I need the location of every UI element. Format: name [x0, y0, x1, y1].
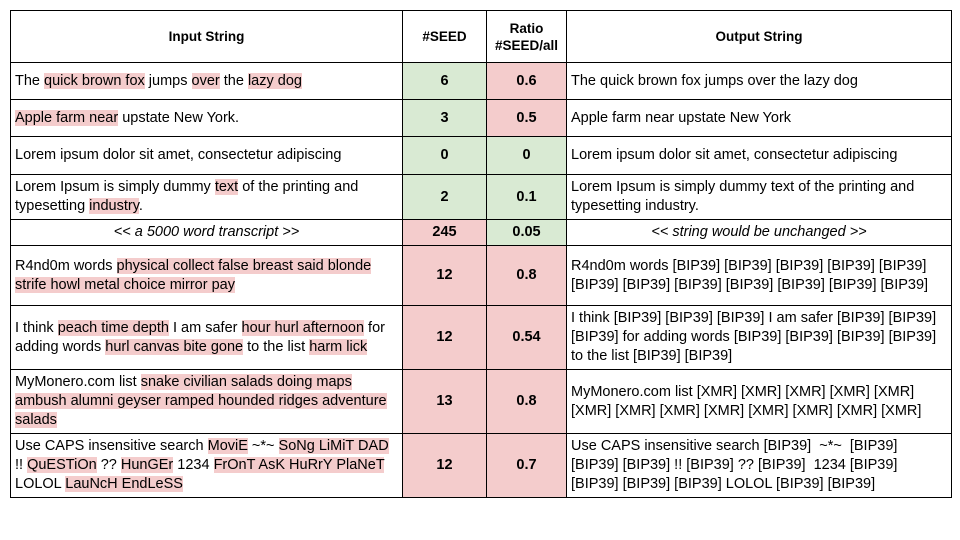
table-row: Apple farm near upstate New York. 3 0.5 App…: [10, 99, 952, 137]
seed-word-highlight: QuESTiOn: [27, 457, 97, 473]
input-string-cell: Use CAPS insensitive search MoviE ~*~ So…: [10, 433, 403, 498]
input-text-segment: << a 5000 word transcript >>: [113, 224, 300, 240]
seed-word-highlight: text: [214, 179, 239, 195]
ratio-cell: 0.7: [486, 433, 567, 498]
seed-word-highlight: industry: [89, 198, 139, 214]
header-seed: #SEED: [402, 10, 487, 63]
output-string-cell: I think [BIP39] [BIP39] [BIP39] I am saf…: [566, 305, 952, 370]
input-text-segment: I think: [15, 319, 58, 336]
table-body: The quick brown fox jumps over the lazy …: [10, 62, 952, 498]
ratio-cell: 0: [486, 136, 567, 175]
seed-word-highlight: LauNcH EndLeSS: [65, 476, 183, 492]
input-text-segment: of the printing and typesetting: [15, 179, 359, 214]
seed-word-highlight: hour hurl afternoon: [241, 319, 365, 336]
input-text-segment: .: [138, 198, 143, 214]
seed-word-highlight: harm lick: [309, 338, 368, 355]
table-row: MyMonero.com list snake civilian salads …: [10, 369, 952, 434]
seed-word-highlight: MoviE: [207, 438, 248, 454]
input-text-segment: Lorem ipsum dolor sit amet, consectetur …: [15, 147, 342, 163]
input-text-segment: !!: [15, 457, 28, 473]
seed-word-highlight: hurl canvas bite gone: [105, 338, 244, 355]
ratio-cell: 0.1: [486, 174, 567, 220]
seed-count-cell: 6: [402, 62, 487, 100]
seed-word-highlight: peach time depth: [57, 319, 169, 336]
ratio-cell: 0.05: [486, 219, 567, 246]
seed-count-cell: 2: [402, 174, 487, 220]
table-row: R4nd0m words physical collect false brea…: [10, 245, 952, 306]
output-string-cell: Apple farm near upstate New York: [566, 99, 952, 137]
input-string-cell: R4nd0m words physical collect false brea…: [10, 245, 403, 306]
table-row: Use CAPS insensitive search MoviE ~*~ So…: [10, 433, 952, 498]
header-output-string: Output String: [566, 10, 952, 63]
input-text-segment: upstate New York.: [118, 109, 240, 126]
table-row: << a 5000 word transcript >> 245 0.05 << st…: [10, 219, 952, 246]
seed-count-cell: 12: [402, 433, 487, 498]
input-text-segment: The: [15, 72, 45, 89]
input-text-segment: jumps: [144, 72, 192, 89]
output-string-cell: Lorem ipsum dolor sit amet, consectetur …: [566, 136, 952, 175]
header-ratio: Ratio #SEED/all: [486, 10, 567, 63]
input-string-cell: Apple farm near upstate New York.: [10, 99, 403, 137]
input-string-cell: The quick brown fox jumps over the lazy …: [10, 62, 403, 100]
input-text-segment: ~*~: [247, 438, 279, 454]
output-string-cell: Use CAPS insensitive search [BIP39] ~*~ …: [566, 433, 952, 498]
seed-count-cell: 12: [402, 245, 487, 306]
ratio-cell: 0.5: [486, 99, 567, 137]
input-string-cell: Lorem ipsum dolor sit amet, consectetur …: [10, 136, 403, 175]
input-text-segment: MyMonero.com list: [15, 374, 141, 390]
ratio-cell: 0.54: [486, 305, 567, 370]
output-string-cell: The quick brown fox jumps over the lazy …: [566, 62, 952, 100]
seed-word-highlight: over: [191, 72, 220, 89]
input-text-segment: LOLOL: [15, 476, 66, 492]
seed-table: Input String #SEED Ratio #SEED/all Outpu…: [10, 10, 952, 498]
output-string-cell: MyMonero.com list [XMR] [XMR] [XMR] [XMR…: [566, 369, 952, 434]
seed-word-highlight: quick brown fox: [44, 72, 145, 89]
seed-count-cell: 245: [402, 219, 487, 246]
table-row: The quick brown fox jumps over the lazy …: [10, 62, 952, 100]
input-text-segment: Use CAPS insensitive search: [15, 438, 208, 454]
table-row: Lorem ipsum dolor sit amet, consectetur …: [10, 136, 952, 175]
input-string-cell: Lorem Ipsum is simply dummy text of the …: [10, 174, 403, 220]
ratio-cell: 0.6: [486, 62, 567, 100]
ratio-cell: 0.8: [486, 369, 567, 434]
input-text-segment: Lorem Ipsum is simply dummy: [15, 179, 215, 195]
input-text-segment: ??: [96, 457, 121, 473]
seed-word-highlight: SoNg LiMiT DAD: [278, 438, 389, 454]
input-text-segment: the: [219, 72, 248, 89]
seed-count-cell: 13: [402, 369, 487, 434]
input-text-segment: to the list: [243, 338, 310, 355]
output-string-cell: Lorem Ipsum is simply dummy text of the …: [566, 174, 952, 220]
output-string-cell: R4nd0m words [BIP39] [BIP39] [BIP39] [BI…: [566, 245, 952, 306]
output-string-cell: << string would be unchanged >>: [566, 219, 952, 246]
seed-count-cell: 12: [402, 305, 487, 370]
seed-count-cell: 0: [402, 136, 487, 175]
ratio-cell: 0.8: [486, 245, 567, 306]
table-row: I think peach time depth I am safer hour…: [10, 305, 952, 370]
input-text-segment: 1234: [173, 457, 214, 473]
input-string-cell: << a 5000 word transcript >>: [10, 219, 403, 246]
seed-word-highlight: HunGEr: [120, 457, 174, 473]
input-text-segment: for adding words: [15, 319, 385, 355]
input-string-cell: I think peach time depth I am safer hour…: [10, 305, 403, 370]
seed-word-highlight: FrOnT AsK HuRrY PlaNeT: [213, 457, 385, 473]
input-text-segment: R4nd0m words: [15, 257, 117, 274]
table-row: Lorem Ipsum is simply dummy text of the …: [10, 174, 952, 220]
input-text-segment: I am safer: [168, 319, 242, 336]
header-row: Input String #SEED Ratio #SEED/all Outpu…: [10, 10, 952, 63]
header-input-string: Input String: [10, 10, 403, 63]
seed-word-highlight: Apple farm near: [15, 109, 119, 126]
seed-word-highlight: lazy dog: [247, 72, 302, 89]
input-string-cell: MyMonero.com list snake civilian salads …: [10, 369, 403, 434]
seed-count-cell: 3: [402, 99, 487, 137]
